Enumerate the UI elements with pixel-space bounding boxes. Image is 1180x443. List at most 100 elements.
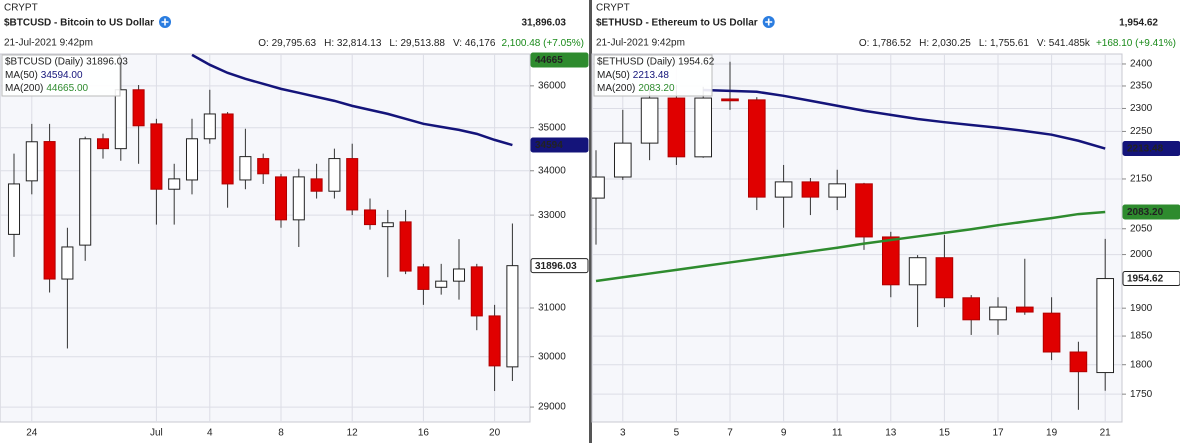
price-badge [530,52,589,68]
x-tick-label: 13 [885,428,897,439]
ohlc-info: O: 1,786.52 H: 2,030.25 L: 1,755.61 V: 541.… [859,38,1176,49]
date-label: 21-Jul-2021 9:42pm [596,38,685,49]
x-tick-label: 4 [207,428,213,439]
candle-body [935,257,954,299]
candle-body [168,178,181,190]
price-label: 31,896.03 [522,18,567,29]
candle-body [417,266,430,290]
x-tick-label: 11 [832,428,843,439]
y-tick-label: 36000 [538,80,566,91]
candle-body [506,265,519,368]
ohlc-label: L: 1,755.61 [979,38,1029,49]
candle-body [721,98,739,102]
candle-body [1096,278,1115,374]
plot-group [0,54,530,422]
x-tick-label: 15 [939,428,951,439]
candle-body [114,89,127,150]
x-tick-label: 19 [1046,428,1058,439]
legend-value: 2213.48 [633,70,670,81]
legend-entry: MA(50) 2213.48 [597,70,669,81]
candle-body [828,183,847,198]
price-badge [1122,141,1180,157]
x-tick-label: 21 [1100,428,1112,439]
add-icon-plus [765,18,773,26]
x-tick-label: Jul [150,428,163,439]
legend-value: 34594.00 [41,70,83,81]
x-tick-label: 24 [26,428,38,439]
ma-line [595,210,1106,283]
candle-body [1069,351,1088,373]
y-tick-label: 2250 [1130,126,1153,137]
add-icon-plus [161,18,169,26]
legend-name: MA(50) [597,70,630,81]
change-label: 2,100.48 (+7.05%) [501,38,584,49]
price-badge-label: 31896.03 [535,261,577,272]
candle-body [132,89,145,127]
candle-body [310,178,323,192]
candle-body [239,156,252,181]
candle-body [61,246,74,280]
candle-body [43,141,56,280]
legend-symbol: $BTCUSD (Daily) 31896.03 [5,57,128,68]
candle-body [7,183,21,235]
ohlc-label: L: 29,513.88 [389,38,445,49]
legend-box [1,54,121,97]
candle-body [470,266,483,317]
ohlc-label: V: 541.485k [1037,38,1091,49]
candle-body [363,209,377,226]
candle-body [79,138,92,246]
price-badge-label: 2083.20 [1127,207,1164,218]
price-badge-label: 44665 [535,55,563,66]
price-badge-label: 1954.62 [1127,274,1164,285]
candle-body [1042,312,1061,353]
legend-symbol: $ETHUSD (Daily) 1954.62 [597,57,715,68]
legend-entry: MA(200) 44665.00 [5,83,89,94]
candle-body [203,113,216,140]
candle-body [488,315,501,367]
y-tick-label: 34000 [538,165,566,176]
candle-body [774,181,793,198]
price-badge [530,137,589,153]
legend-name: MA(50) [5,70,38,81]
candle-body [801,181,820,198]
candle-body [435,280,448,288]
candle-body [452,268,466,282]
legend-name: MA(200) [5,83,43,94]
y-tick-label: 1850 [1130,331,1153,342]
x-tick-label: 9 [781,428,787,439]
candle-body [613,142,632,178]
x-tick-label: 17 [992,428,1004,439]
change-label: +168.10 (+9.41%) [1096,38,1176,49]
ohlc-label: V: 46,176 [453,38,496,49]
y-tick-label: 1750 [1130,389,1153,400]
y-tick-label: 1900 [1130,303,1153,314]
candle-body [855,183,873,238]
candle-body [96,138,110,150]
ohlc-label: H: 32,814.13 [324,38,382,49]
candle-body [346,158,359,211]
x-tick-label: 7 [727,428,733,439]
exchange-label: CRYPT [596,3,630,14]
y-tick-label: 1800 [1130,359,1153,370]
y-tick-label: 2000 [1130,249,1153,260]
candle-body [399,221,412,272]
candle-body [257,158,270,175]
candle-body [747,99,766,198]
candle-body [592,176,605,199]
y-tick-label: 31000 [538,303,566,314]
candle-body [221,113,234,185]
x-tick-label: 16 [418,428,430,439]
candle-body [25,141,38,182]
candle-body [328,158,341,192]
candle-body [1015,306,1034,313]
candle-body [381,222,394,228]
y-tick-label: 2150 [1130,174,1153,185]
y-tick-label: 33000 [538,210,566,221]
ohlc-label: O: 29,795.63 [258,38,316,49]
legend-value: 44665.00 [46,83,88,94]
ohlc-label: O: 1,786.52 [859,38,912,49]
y-tick-label: 2350 [1130,81,1153,92]
candle-body [292,176,305,221]
ohlc-info: O: 29,795.63 H: 32,814.13 L: 29,513.88 V: 4… [258,38,584,49]
